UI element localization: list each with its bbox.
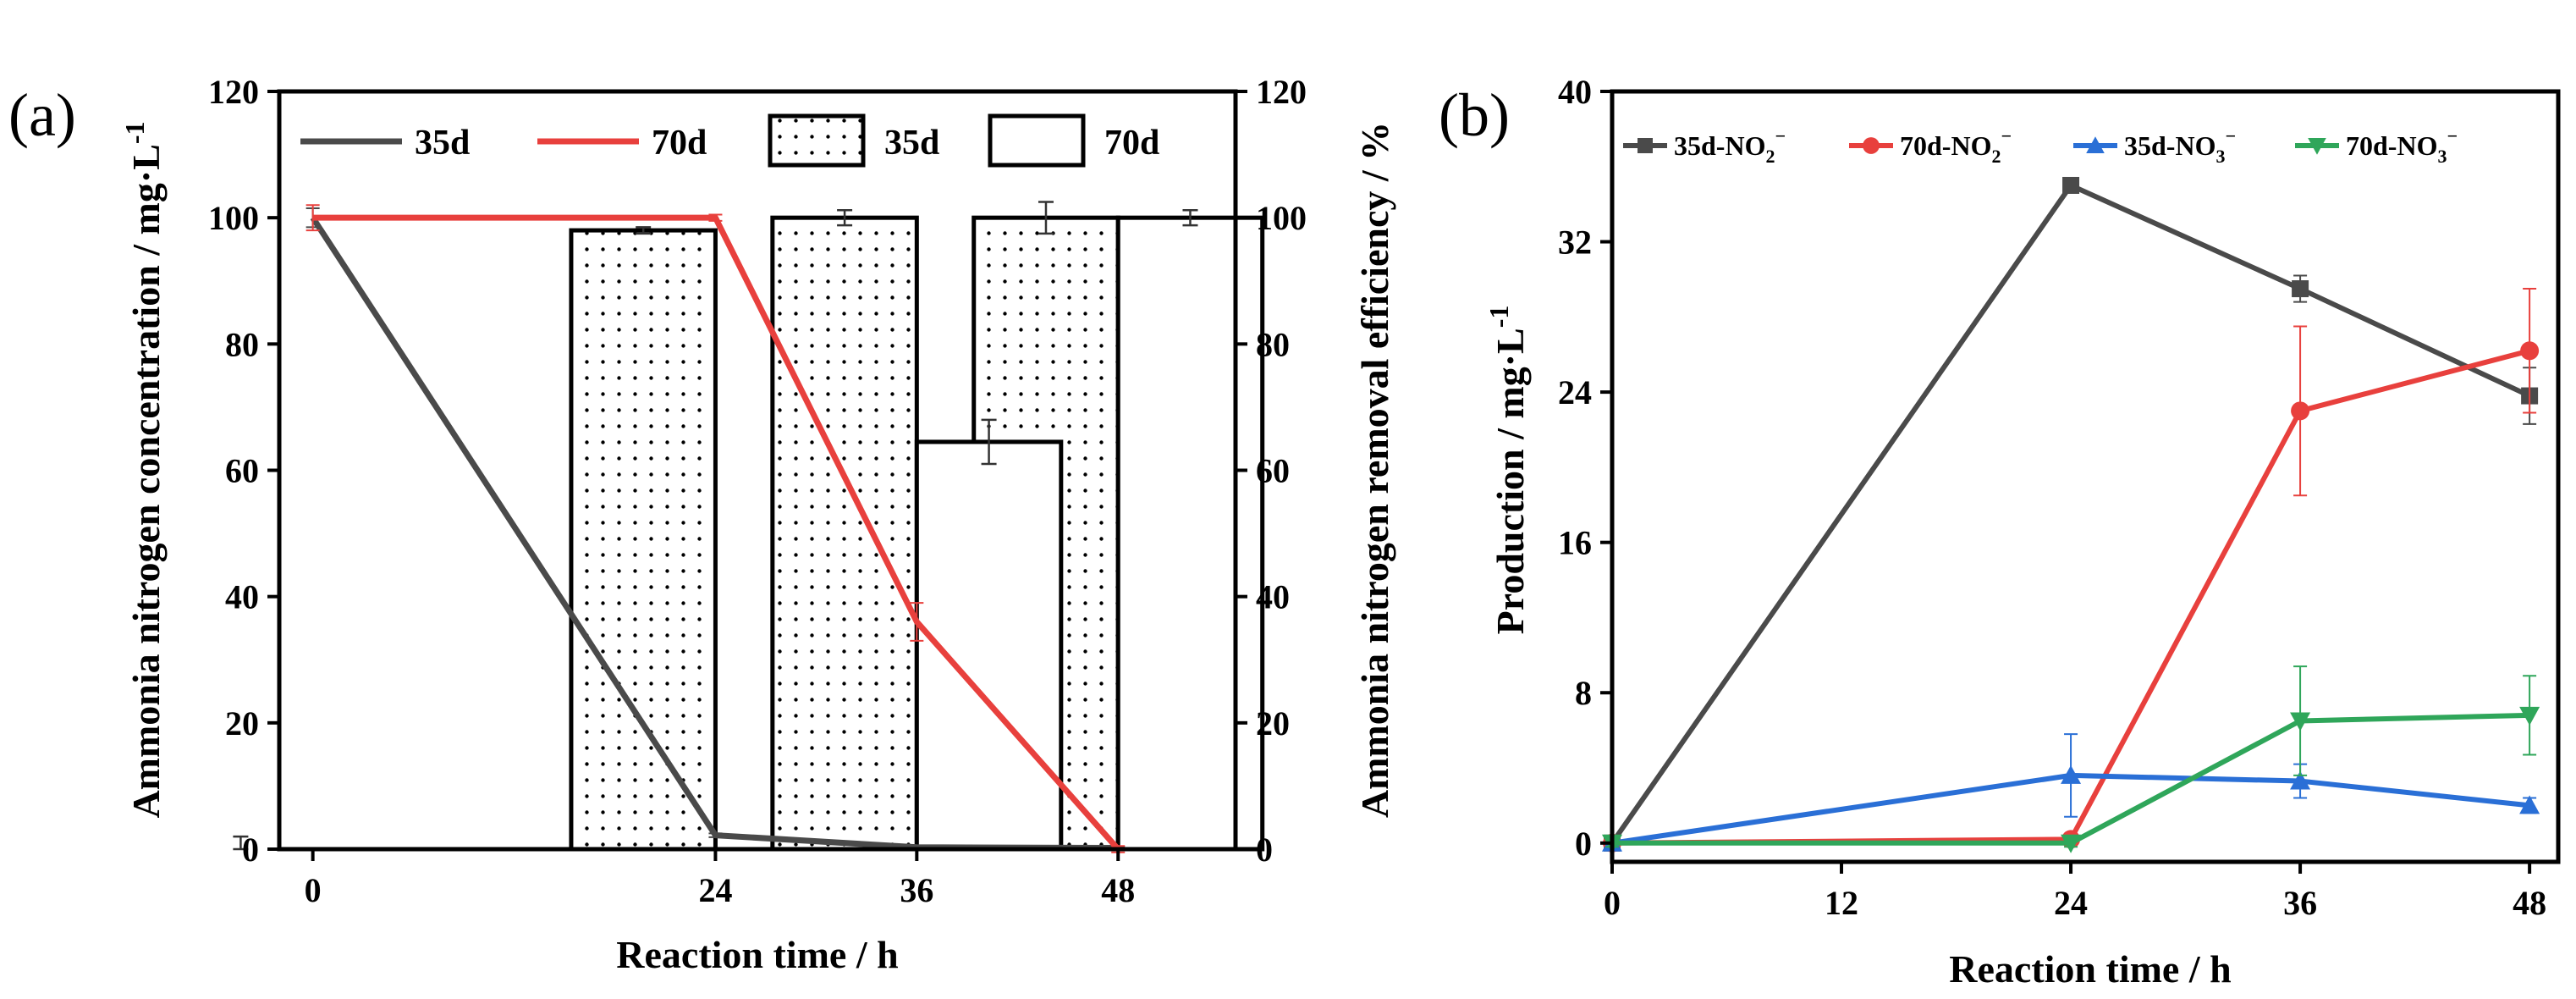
panel-a-legend: 35d 70d 35d 70d (300, 113, 1159, 168)
a-right-tick-label: 20 (1256, 704, 1290, 742)
legend-b-label-sub: 2 (1991, 146, 2001, 167)
panel-b-legend: 35d-NO2− 70d-NO2− 35d-NO3− 70d-NO3− (1623, 125, 2458, 167)
legend-a-35d-bar-label: 35d (884, 124, 939, 163)
a-right-tick-label: 60 (1256, 452, 1290, 490)
panel-a-x-axis-title: Reaction time / h (616, 933, 898, 976)
legend-b-label-sup: − (2447, 125, 2458, 146)
bar-35d-36h (770, 215, 919, 852)
legend-b-swatch-marker (2308, 138, 2326, 155)
panel-b-y-axis-title-sup: -1 (1483, 306, 1514, 328)
panel-a-bars (233, 201, 1265, 852)
a-left-tick-label: 100 (208, 199, 259, 237)
legend-a-35d-bar-swatch (768, 113, 866, 168)
series-3-marker (2061, 834, 2082, 853)
b-y-tick-label: 24 (1558, 373, 1592, 411)
a-left-tick-label: 80 (225, 325, 259, 363)
legend-b-swatch-marker (2086, 136, 2105, 153)
bar-35d-24h (569, 228, 718, 852)
panel-a-left-y-axis-title-sup: -1 (119, 121, 150, 144)
a-x-tick-label: 24 (698, 871, 732, 909)
legend-b-swatch-marker (1863, 137, 1880, 154)
b-y-tick-label: 8 (1575, 674, 1592, 712)
b-y-tick-label: 32 (1558, 224, 1592, 262)
legend-a-70d-bar-swatch (988, 113, 1086, 168)
b-y-tick-label: 16 (1558, 524, 1592, 562)
legend-b-label: 70d-NO2− (1900, 125, 2012, 167)
panel-a-label: (a) (8, 81, 76, 149)
series-0-marker (2292, 280, 2309, 298)
b-x-tick-label: 36 (2283, 884, 2317, 922)
series-1-marker (2520, 341, 2540, 361)
legend-a-70d-line-label: 70d (652, 124, 707, 163)
legend-b-label: 35d-NO3− (2124, 125, 2236, 167)
legend-b-label-main: 35d-NO (2124, 130, 2215, 161)
a-right-tick-label: 100 (1256, 199, 1307, 237)
b-x-tick-label: 48 (2513, 884, 2546, 922)
panel-a-axes: 0 0 20 20 40 40 60 60 80 80 100 100 120 120 0 24 36 48 (208, 73, 1307, 909)
legend-b-label-sup: − (2001, 125, 2012, 146)
series-3-marker (2519, 706, 2540, 726)
a-x-tick-label: 36 (900, 871, 933, 909)
panel-a-right-y-axis-title: Ammonia nitrogen removal efficiency / % (1353, 122, 1396, 818)
legend-b-label-sub: 3 (2215, 146, 2225, 167)
series-0-line (1610, 182, 2531, 845)
panel-a-left-y-axis-title-main: Ammonia nitrogen concentration / mg·L (124, 144, 168, 818)
legend-b-swatch-marker (1638, 138, 1653, 153)
b-x-tick-label: 24 (2054, 884, 2088, 922)
series-0-marker (2062, 176, 2080, 194)
legend-b-label: 35d-NO2− (1674, 125, 1786, 167)
a-x-tick-label: 48 (1101, 871, 1135, 909)
series-2-marker (2061, 764, 2082, 784)
panel-b-y-axis-title: Production / mg·L-1 (1483, 306, 1532, 635)
series-1-marker (2291, 401, 2310, 421)
a-left-tick-label: 0 (242, 831, 259, 869)
panel-a-left-y-axis-title: Ammonia nitrogen concentration / mg·L-1 (119, 121, 168, 818)
a-right-tick-label: 80 (1256, 325, 1290, 363)
legend-b-label-sub: 2 (1765, 146, 1775, 167)
panel-a: (a) 0 0 20 20 40 40 60 60 80 80 100 100 120 120 0 24 36 4… (8, 73, 1396, 976)
a-right-tick-label: 0 (1256, 831, 1273, 869)
a-right-tick-label: 40 (1256, 578, 1290, 616)
b-x-tick-label: 0 (1604, 884, 1621, 922)
legend-b-label-main: 35d-NO (1674, 130, 1765, 161)
series-2-marker (2519, 795, 2540, 814)
bar-70d-48h (1115, 215, 1265, 852)
a-left-tick-label: 40 (225, 578, 259, 616)
a-left-tick-label: 120 (208, 73, 259, 111)
b-x-tick-label: 12 (1825, 884, 1858, 922)
panel-b-x-axis-title: Reaction time / h (1949, 947, 2231, 991)
legend-b-label-sup: − (1775, 125, 1786, 146)
legend-a-35d-line-label: 35d (415, 124, 470, 163)
a-left-tick-label: 60 (225, 452, 259, 490)
b-y-tick-label: 0 (1575, 825, 1592, 863)
legend-b-label-main: 70d-NO (1900, 130, 1991, 161)
a-x-tick-label: 0 (305, 871, 322, 909)
series-3-line (1612, 712, 2530, 846)
panel-b-plot-frame (1610, 89, 2561, 864)
legend-b-label-sup: − (2225, 125, 2236, 146)
b-y-tick-label: 40 (1558, 73, 1592, 111)
legend-a-70d-bar-label: 70d (1104, 124, 1159, 163)
series-2-marker (2290, 770, 2311, 790)
panel-b-y-axis-title-main: Production / mg·L (1489, 328, 1532, 634)
series-2-line (1611, 772, 2530, 846)
line-70d (312, 214, 1120, 852)
panel-b-series (1602, 176, 2540, 853)
series-3-marker (2290, 712, 2311, 731)
panel-b-label: (b) (1439, 81, 1510, 149)
legend-b-label-sub: 3 (2437, 146, 2447, 167)
legend-b-label: 70d-NO3− (2346, 125, 2458, 167)
legend-b-label-main: 70d-NO (2346, 130, 2437, 161)
a-right-tick-label: 120 (1256, 73, 1307, 111)
a-left-tick-label: 20 (225, 704, 259, 742)
